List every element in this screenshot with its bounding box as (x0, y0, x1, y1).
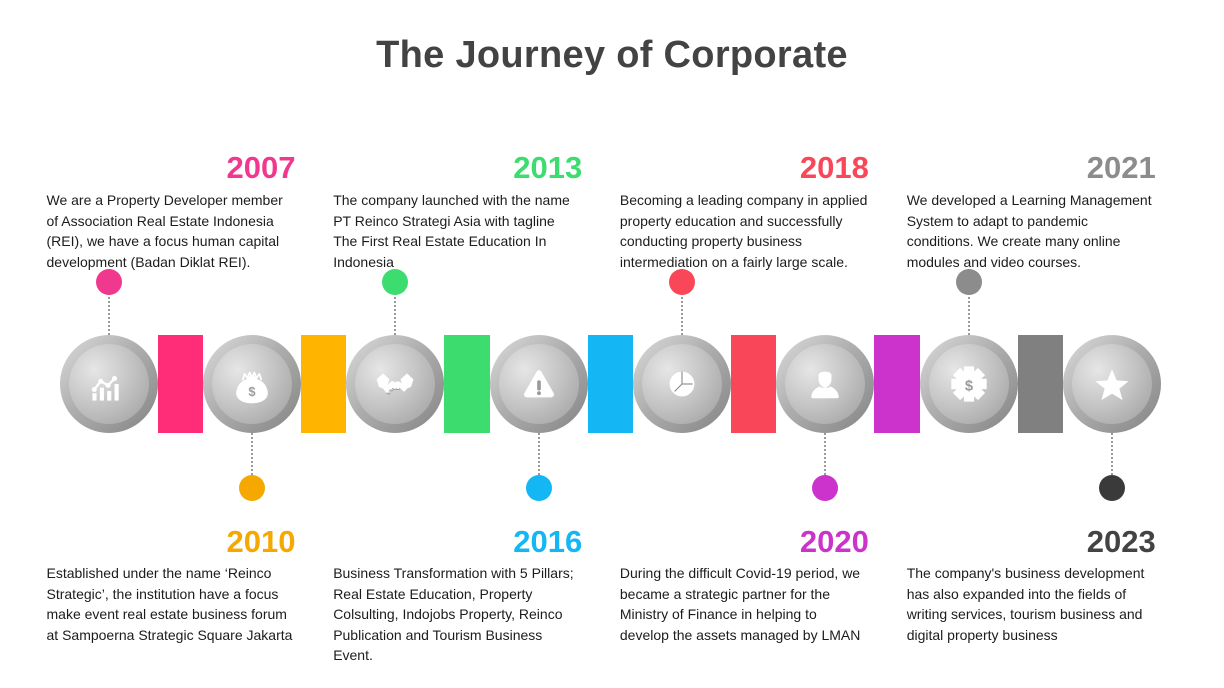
svg-text:$: $ (965, 378, 973, 394)
svg-text:$: $ (248, 384, 255, 399)
